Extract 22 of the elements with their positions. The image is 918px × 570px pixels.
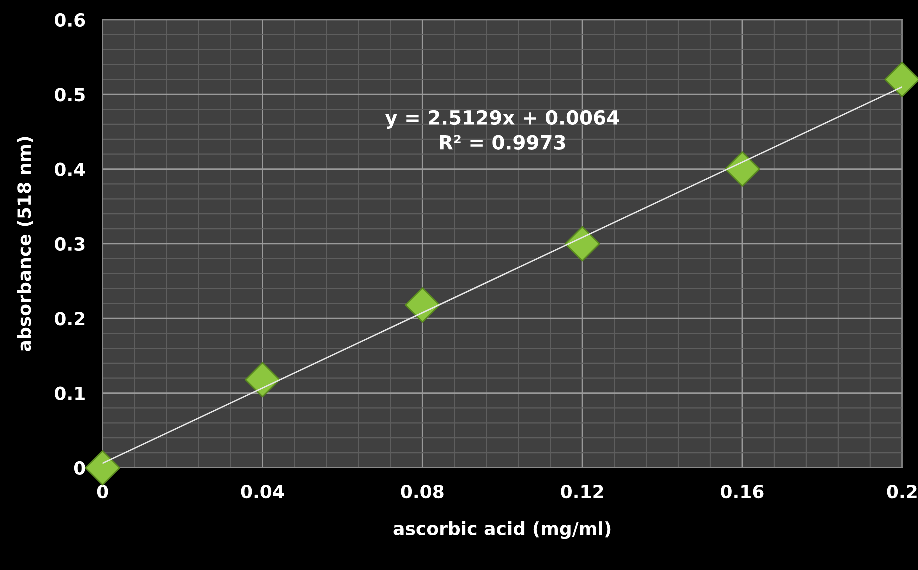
y-tick-label: 0.5: [55, 88, 85, 102]
x-tick-label: 0.08: [401, 484, 444, 499]
point: [564, 226, 600, 262]
x-tick-label: 0: [97, 484, 108, 499]
y-axis-title: absorbance (518 nm): [17, 137, 34, 352]
x-tick-label: 0.16: [721, 484, 764, 499]
point: [724, 152, 760, 187]
y-tick-label: 0: [74, 461, 86, 476]
point: [85, 450, 121, 486]
y-tick-label: 0.1: [55, 386, 85, 400]
x-tick-label: 0.2: [887, 484, 917, 499]
point: [245, 362, 280, 398]
y-tick-label: 0.4: [55, 162, 86, 176]
annotation: y = 2.5129x + 0.0064: [385, 110, 620, 129]
y-tick-label: 0.2: [55, 312, 85, 326]
x-tick-label: 0.12: [561, 484, 604, 499]
point: [404, 287, 440, 323]
y-tick-label: 0.6: [55, 13, 86, 28]
y-tick-label: 0.3: [55, 237, 85, 252]
x-tick-label: 0.04: [241, 484, 284, 499]
x-axis-title: ascorbic acid (mg/ml): [394, 522, 611, 540]
annotation: R² = 0.9973: [440, 135, 566, 150]
